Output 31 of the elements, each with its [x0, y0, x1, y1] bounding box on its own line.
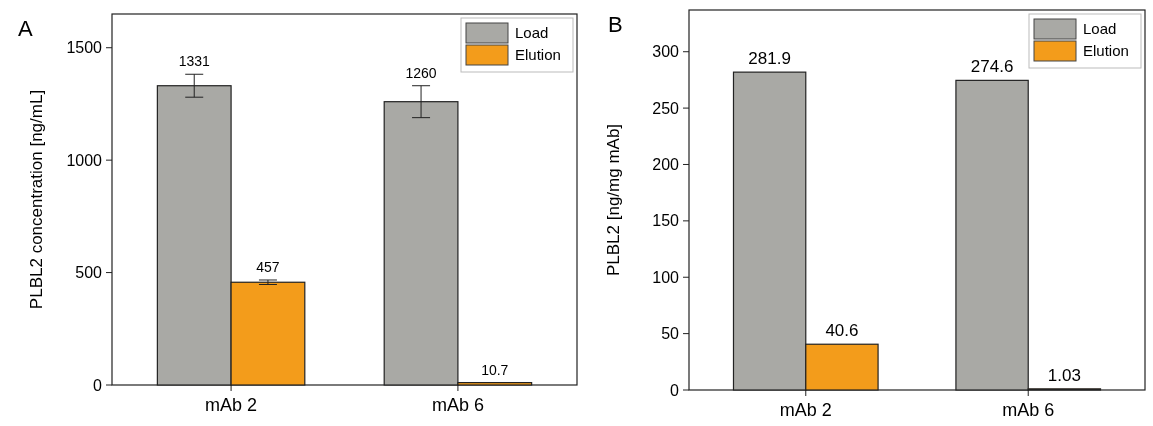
data-label: 457 — [256, 259, 280, 275]
legend-label: Load — [1083, 20, 1117, 38]
data-label: 1260 — [405, 64, 437, 81]
legend-label: Elution — [515, 46, 561, 64]
y-tick-label: 50 — [661, 325, 680, 343]
data-label: 1331 — [178, 53, 211, 70]
y-tick-label: 1000 — [66, 151, 103, 169]
x-tick-label: mAb 2 — [779, 400, 832, 420]
text: B — [608, 12, 623, 37]
data-label: 40.6 — [825, 321, 859, 341]
legend-label: Load — [515, 24, 549, 42]
y-axis-title: PLBL2 [ng/mg mAb] — [604, 123, 623, 277]
y-tick-label: 250 — [652, 99, 680, 117]
y-axis-title: PLBL2 concentration [ng/mL] — [27, 89, 46, 310]
y-tick-label: 0 — [93, 376, 103, 394]
y-tick-label: 1500 — [66, 39, 103, 57]
y-tick-label: 500 — [75, 264, 103, 282]
text: A — [18, 16, 33, 41]
data-label: 1.03 — [1047, 365, 1081, 385]
data-label: 281.9 — [748, 49, 791, 69]
y-tick-label: 300 — [652, 43, 680, 61]
y-tick-label: 200 — [652, 156, 680, 174]
x-tick-label: mAb 6 — [431, 395, 484, 415]
data-label: 10.7 — [481, 361, 509, 378]
x-tick-label: mAb 2 — [205, 395, 258, 415]
y-tick-label: 0 — [670, 381, 680, 399]
legend-label: Elution — [1083, 42, 1129, 60]
y-tick-label: 100 — [652, 268, 680, 286]
data-label: 274.6 — [970, 57, 1014, 77]
x-tick-label: mAb 6 — [1002, 400, 1055, 420]
y-tick-label: 150 — [652, 212, 680, 230]
